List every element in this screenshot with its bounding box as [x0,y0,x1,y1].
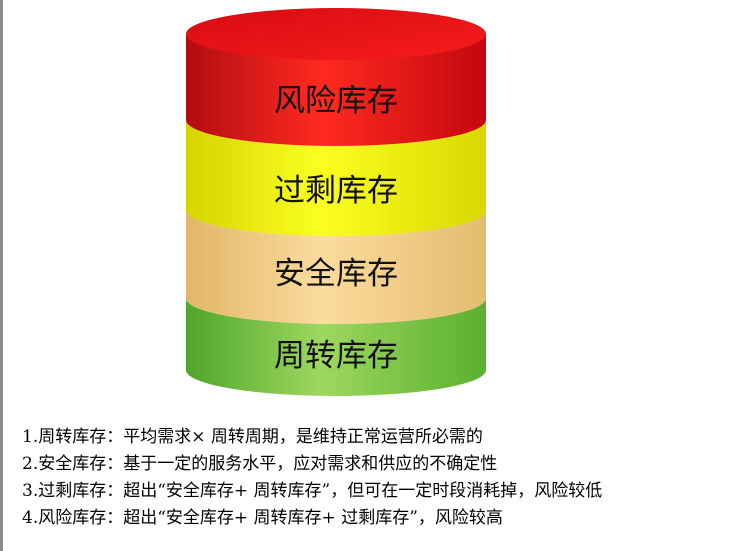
left-border [0,0,3,551]
layer-safety [186,210,486,324]
cylinder-top [186,8,486,60]
legend-line-excess: 3.过剩库存：超出“安全库存+ 周转库存”，但可在一定时段消耗掉，风险较低 [22,481,603,501]
layer-excess [186,120,486,236]
legend-line-risk: 4.风险库存：超出“安全库存+ 周转库存+ 过剩库存”，风险较高 [22,508,503,528]
layer-label-risk: 风险库存 [274,83,398,119]
layer-label-cycle: 周转库存 [274,338,398,374]
legend-line-cycle: 1.周转库存：平均需求× 周转周期，是维持正常运营所必需的 [22,427,483,447]
layer-risk [186,34,486,146]
inventory-cylinder: 风险库存 过剩库存 安全库存 周转库存 [186,8,486,396]
layer-label-safety: 安全库存 [274,256,398,292]
layer-label-excess: 过剩库存 [274,173,398,209]
legend-text: 1.周转库存：平均需求× 周转周期，是维持正常运营所必需的 2.安全库存：基于一… [22,424,744,532]
legend-line-safety: 2.安全库存：基于一定的服务水平，应对需求和供应的不确定性 [22,454,498,474]
layer-cycle [186,298,486,396]
